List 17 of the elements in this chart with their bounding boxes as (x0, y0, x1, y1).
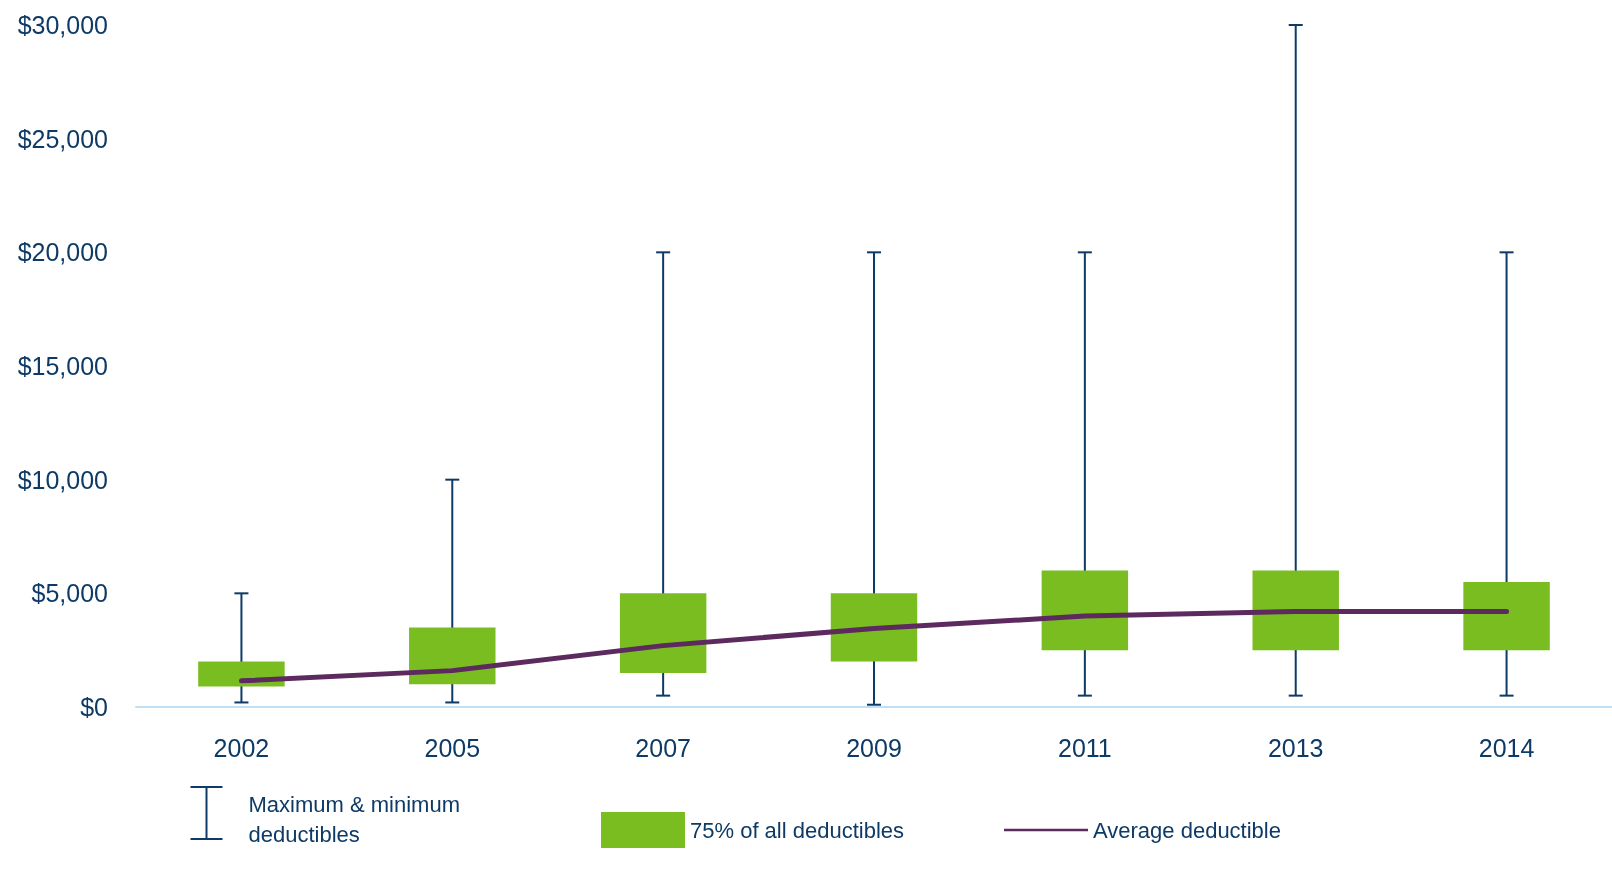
y-tick-label: $0 (80, 693, 108, 721)
x-tick-label: 2002 (213, 733, 270, 762)
legend-label: Average deductible (1093, 817, 1281, 843)
x-tick-label: 2007 (635, 733, 691, 762)
y-tick-label: $5,000 (31, 579, 108, 608)
x-tick-label: 2009 (846, 733, 902, 762)
x-tick-label: 2005 (424, 733, 481, 762)
y-tick-label: $30,000 (17, 11, 108, 39)
y-tick-label: $10,000 (17, 465, 108, 494)
legend-label: 75% of all deductibles (690, 817, 905, 843)
x-tick-label: 2011 (1057, 733, 1112, 762)
y-tick-label: $20,000 (17, 238, 108, 267)
x-tick-label: 2014 (1478, 733, 1535, 762)
x-tick-label: 2013 (1267, 733, 1324, 762)
y-tick-label: $15,000 (17, 352, 108, 380)
text: Maximum & minimum deductibles (248, 791, 467, 847)
y-tick-label: $25,000 (17, 124, 108, 153)
